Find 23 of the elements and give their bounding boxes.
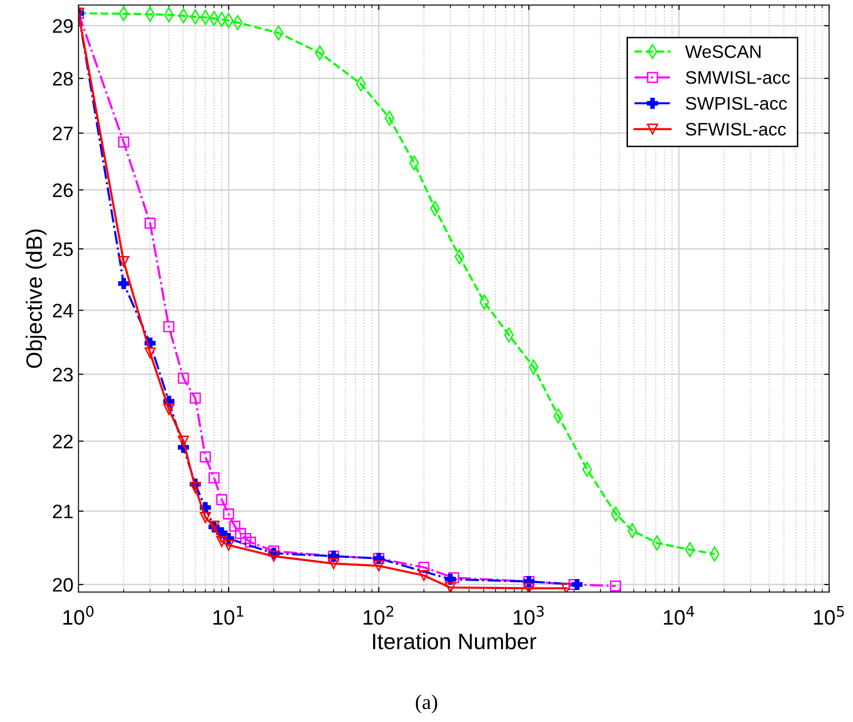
y-tick-label: 29 bbox=[52, 19, 73, 33]
x-tick-label: 10$^{0}$ bbox=[63, 606, 94, 625]
y-tick-label: 24 bbox=[52, 304, 74, 318]
legend-label: SFWISL-acc bbox=[686, 122, 786, 136]
legend-label: SWPISL-acc bbox=[686, 96, 787, 110]
x-tick-label: 10$^{4}$ bbox=[664, 606, 694, 625]
y-tick-label: 28 bbox=[52, 72, 73, 86]
y-tick-label: 20 bbox=[52, 578, 73, 592]
y-tick-label: 26 bbox=[52, 183, 73, 198]
y-tick-label: 22 bbox=[52, 434, 73, 448]
x-tick-label: 10$^{1}$ bbox=[214, 606, 244, 625]
x-tick-label: 10$^{2}$ bbox=[364, 606, 394, 625]
y-tick-label: 25 bbox=[52, 242, 73, 256]
y-axis-title: Objective (dB) bbox=[26, 230, 46, 368]
text: (a) bbox=[416, 694, 438, 714]
legend-label: WeSCAN bbox=[685, 45, 760, 58]
y-tick-label: 23 bbox=[52, 368, 73, 382]
x-axis-title: Iteration Number bbox=[373, 633, 536, 650]
y-tick-label: 21 bbox=[52, 504, 73, 518]
x-tick-label: 10$^{3}$ bbox=[514, 606, 544, 625]
x-tick-label: 10$^{5}$ bbox=[814, 606, 844, 625]
y-tick-label: 27 bbox=[52, 126, 73, 140]
legend-label: SMWISL-acc bbox=[686, 71, 790, 84]
